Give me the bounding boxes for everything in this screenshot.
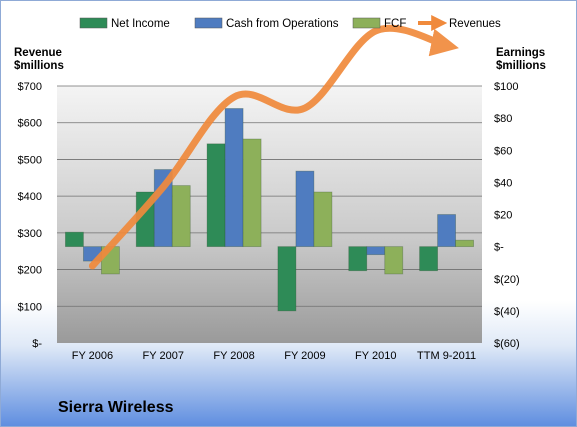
bar-net-income (348, 246, 368, 272)
left-tick-label: $100 (18, 301, 42, 313)
right-tick-label: $40 (494, 177, 512, 189)
bar-net-income (65, 231, 84, 248)
legend-swatch-fcf (352, 17, 381, 29)
right-tick-label: $20 (494, 210, 512, 222)
bar-fcf (313, 191, 333, 248)
left-tick-label: $300 (18, 228, 42, 240)
legend-label-revenues: Revenues (449, 18, 501, 30)
bar-cash-from-operations (437, 214, 456, 248)
right-tick-label: $100 (494, 81, 518, 93)
legend-label-fcf: FCF (384, 18, 406, 30)
x-tick-label: FY 2007 (143, 350, 184, 362)
right-tick-label: $(60) (494, 338, 520, 350)
bar-net-income (206, 143, 226, 248)
revenues-line (88, 24, 459, 270)
right-tick-label: $- (494, 242, 504, 254)
x-tick-label: TTM 9-2011 (417, 350, 476, 362)
left-tick-label: $200 (18, 265, 42, 277)
left-axis-title: Revenue $millions (14, 47, 64, 72)
bar-fcf (242, 138, 262, 248)
left-tick-label: $400 (18, 191, 42, 203)
left-tick-label: $700 (18, 81, 42, 93)
bar-fcf (455, 239, 474, 248)
right-axis-title: Earnings $millions (496, 47, 546, 72)
legend-label-cash-from-operations: Cash from Operations (226, 18, 339, 30)
bar-net-income (419, 246, 438, 272)
bar-fcf (384, 246, 404, 275)
left-tick-label: $600 (18, 118, 42, 130)
legend-swatch-net-income (79, 17, 108, 29)
x-tick-label: FY 2009 (284, 350, 325, 362)
company-name: Sierra Wireless (58, 399, 174, 416)
left-tick-label: $500 (18, 154, 42, 166)
x-tick-label: FY 2010 (355, 350, 396, 362)
legend-swatch-cash-from-operations (194, 17, 223, 29)
bar-cash-from-operations (295, 170, 315, 248)
right-tick-label: $(20) (494, 274, 520, 286)
legend-label-net-income: Net Income (111, 18, 170, 30)
right-tick-label: $60 (494, 145, 512, 157)
x-tick-label: FY 2008 (213, 350, 254, 362)
bar-net-income (277, 246, 297, 312)
bar-fcf (171, 185, 191, 248)
right-tick-label: $80 (494, 113, 512, 125)
plot-area (57, 86, 482, 343)
right-tick-label: $(40) (494, 306, 520, 318)
bar-cash-from-operations (366, 246, 386, 256)
left-tick-label: $- (32, 338, 42, 350)
bar-cash-from-operations (224, 108, 244, 248)
x-tick-label: FY 2006 (72, 350, 113, 362)
